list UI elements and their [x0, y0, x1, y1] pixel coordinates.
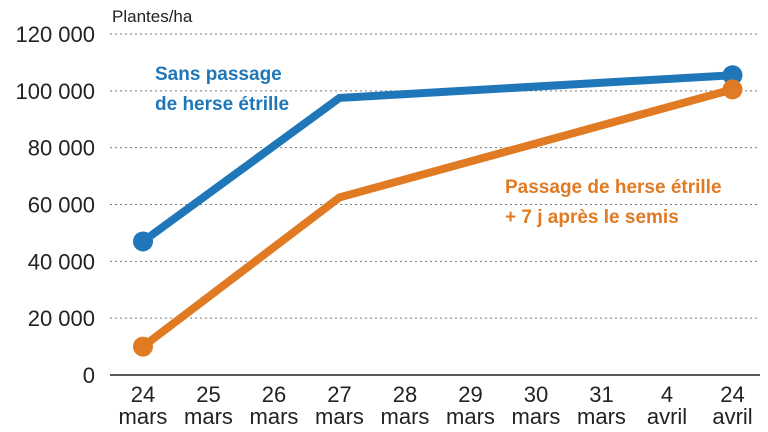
x-tick-label-day: 4 [661, 382, 673, 407]
y-tick-label: 40 000 [28, 249, 95, 274]
y-tick-label: 20 000 [28, 306, 95, 331]
series-line-0 [140, 71, 733, 245]
series-label-line: Passage de herse étrille [505, 177, 722, 198]
x-tick-label-day: 26 [262, 382, 286, 407]
data-point [133, 336, 153, 357]
x-tick-label-month: mars [250, 404, 299, 429]
x-tick-label-month: mars [446, 404, 495, 429]
series-label-line: Sans passage [155, 64, 282, 85]
y-tick-label: 100 000 [15, 79, 95, 104]
x-tick-label-day: 24 [131, 382, 155, 407]
y-tick-label: 120 000 [15, 22, 95, 47]
x-tick-label-month: mars [381, 404, 430, 429]
y-tick-label: 0 [83, 363, 95, 388]
data-point [722, 79, 743, 100]
series-label-passage-herse: Passage de herse étrille + 7 j après le … [505, 177, 727, 228]
x-tick-label-month: avril [647, 404, 687, 429]
x-tick-label-day: 29 [458, 382, 482, 407]
series-lines [133, 65, 743, 357]
data-point [133, 231, 153, 252]
y-tick-label: 80 000 [28, 136, 95, 161]
y-axis-tick-labels: 0 20 000 40 000 60 000 80 000 100 000 120 000 [15, 22, 95, 388]
series-line-1 [140, 85, 734, 350]
x-tick-label-month: mars [315, 404, 364, 429]
x-tick-label-day: 28 [393, 382, 417, 407]
x-tick-label-day: 24 [720, 382, 744, 407]
x-tick-label-month: mars [512, 404, 561, 429]
x-tick-label-month: mars [119, 404, 168, 429]
y-tick-label: 60 000 [28, 193, 95, 218]
x-tick-label-month: avril [712, 404, 752, 429]
data-point [722, 65, 743, 86]
y-axis-unit-label: Plantes/ha [112, 7, 193, 26]
x-tick-label-month: mars [184, 404, 233, 429]
x-tick-label-month: mars [577, 404, 626, 429]
series-label-line: + 7 j après le semis [505, 207, 679, 228]
x-tick-label-day: 25 [196, 382, 220, 407]
x-tick-label-day: 27 [327, 382, 351, 407]
series-label-sans-passage: Sans passage de herse étrille [155, 64, 289, 115]
x-tick-label-day: 31 [589, 382, 613, 407]
x-axis-tick-labels: 24mars25mars26mars27mars28mars29mars30ma… [119, 382, 753, 429]
x-tick-label-day: 30 [524, 382, 548, 407]
gridlines [110, 33, 760, 319]
series-label-line: de herse étrille [155, 94, 289, 115]
